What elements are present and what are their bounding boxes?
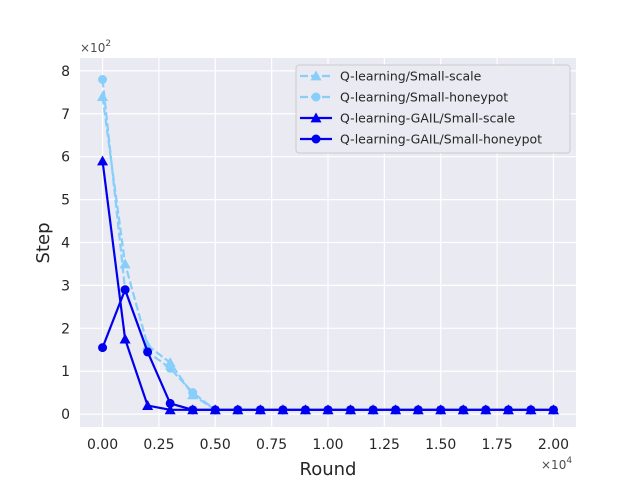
series-4: [98, 285, 558, 415]
y-tick-label: 3: [61, 278, 70, 294]
legend-label: Q-learning-GAIL/Small-honeypot: [340, 132, 542, 147]
data-point: [210, 405, 220, 415]
data-point: [119, 333, 131, 344]
data-point: [526, 405, 536, 415]
legend-marker: [310, 112, 322, 123]
data-point: [503, 405, 513, 415]
data-point: [300, 405, 310, 415]
x-tick-label: 0.50: [200, 437, 231, 453]
data-point: [436, 405, 446, 415]
data-point: [164, 404, 176, 415]
data-point: [548, 405, 558, 415]
x-tick-label: 0.25: [143, 437, 174, 453]
data-point: [481, 405, 491, 415]
y-tick-label: 4: [61, 236, 70, 252]
y-tick-label: 7: [61, 107, 70, 123]
y-tick-label: 0: [61, 407, 70, 423]
data-point: [97, 91, 109, 102]
data-point: [98, 343, 108, 353]
data-point: [142, 400, 154, 410]
data-point: [413, 405, 423, 415]
data-point: [368, 405, 378, 415]
legend-marker: [310, 70, 322, 81]
y-axis-offset-label: ×102: [80, 39, 111, 55]
legend-marker: [311, 134, 321, 144]
x-axis-label: Round: [300, 459, 357, 480]
legend-item: Q-learning-GAIL/Small-honeypot: [300, 132, 542, 147]
x-tick-label: 2.00: [538, 437, 569, 453]
data-point: [233, 405, 243, 415]
x-axis-offset-label: ×104: [541, 456, 572, 472]
data-point: [165, 363, 175, 373]
data-point: [278, 405, 288, 415]
data-point: [143, 347, 153, 357]
data-point: [164, 357, 176, 368]
data-point: [97, 155, 109, 166]
y-axis-label: Step: [33, 223, 54, 264]
x-tick-label: 1.25: [369, 437, 400, 453]
x-tick-label: 1.50: [425, 437, 456, 453]
data-point: [98, 74, 108, 84]
legend: Q-learning/Small-scale Q-learning/Small-h…: [295, 64, 571, 154]
series-layer: [97, 74, 559, 415]
legend-marker: [311, 92, 321, 102]
y-tick-label: 1: [61, 364, 70, 380]
data-point: [346, 405, 356, 415]
x-tick-label: 0.75: [256, 437, 287, 453]
legend-label: Q-learning/Small-scale: [340, 69, 482, 84]
y-tick-labels: 0 1 2 3 4 5 6 7 8: [61, 64, 70, 423]
data-point: [391, 405, 401, 415]
x-tick-label: 0.00: [87, 437, 118, 453]
legend-box: [295, 64, 571, 154]
y-tick-label: 2: [61, 321, 70, 337]
legend-label: Q-learning-GAIL/Small-scale: [340, 111, 516, 126]
legend-item: Q-learning/Small-scale: [300, 69, 482, 84]
data-point: [188, 388, 198, 398]
data-point: [458, 405, 468, 415]
x-tick-labels: 0.00 0.25 0.50 0.75 1.00 1.25 1.50 1.75 2.00: [87, 437, 569, 453]
data-point: [165, 398, 175, 408]
x-tick-label: 1.00: [312, 437, 343, 453]
data-point: [188, 405, 198, 415]
data-point: [255, 405, 265, 415]
legend-label: Q-learning/Small-honeypot: [340, 90, 508, 105]
data-point: [323, 405, 333, 415]
y-tick-label: 6: [61, 150, 70, 166]
legend-item: Q-learning/Small-honeypot: [300, 90, 508, 105]
legend-item: Q-learning-GAIL/Small-scale: [300, 111, 516, 126]
x-tick-label: 1.75: [482, 437, 513, 453]
y-tick-label: 5: [61, 193, 70, 209]
y-tick-label: 8: [61, 64, 70, 80]
data-point: [120, 285, 130, 295]
